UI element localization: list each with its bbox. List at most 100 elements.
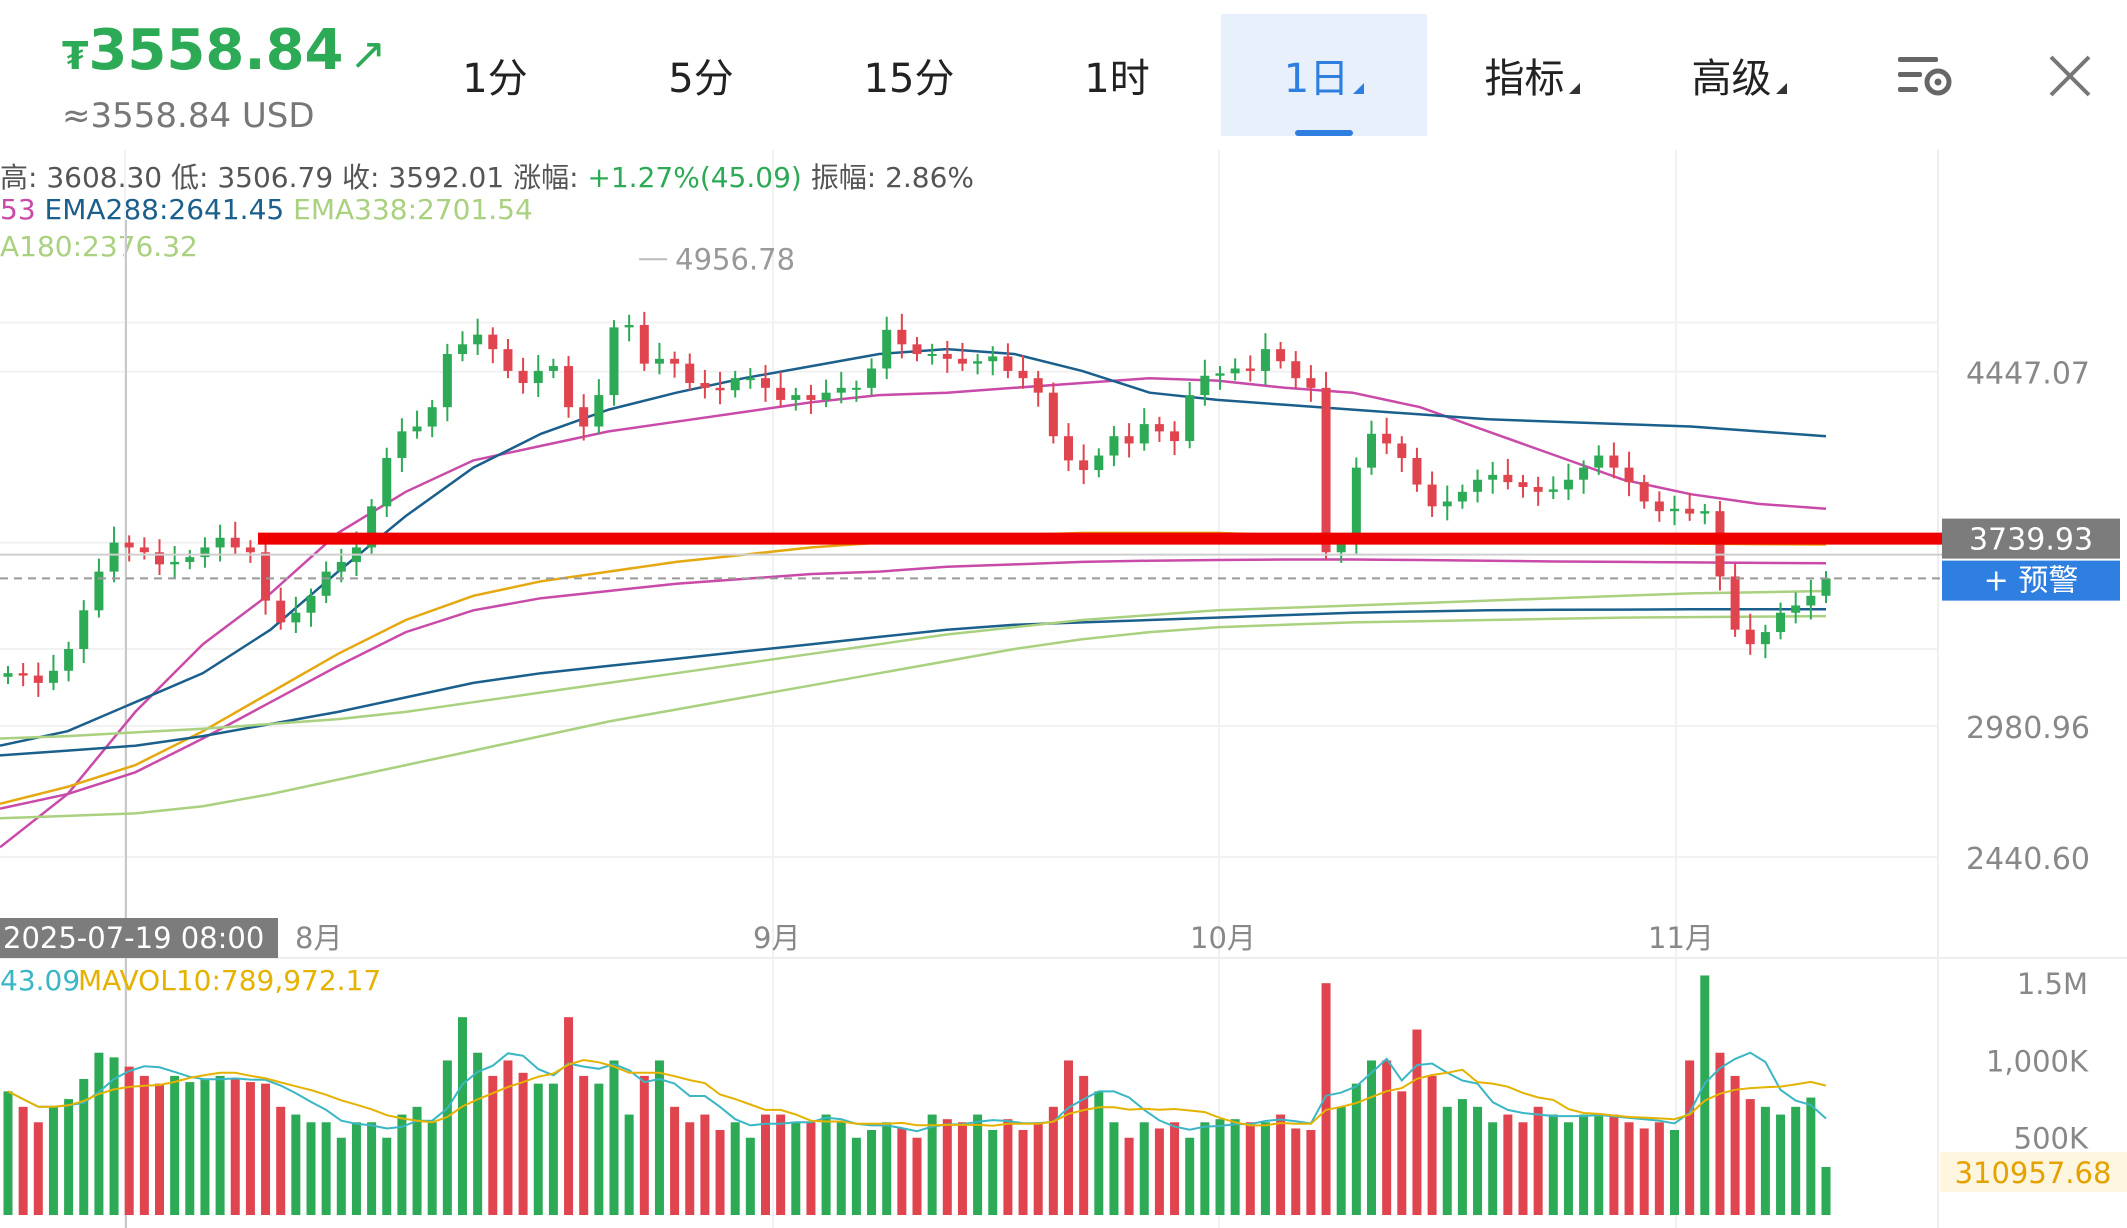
volume-bar bbox=[579, 1075, 589, 1215]
candle-body bbox=[1306, 378, 1316, 388]
volume-bar bbox=[761, 1114, 770, 1215]
candle-body bbox=[1215, 373, 1225, 376]
candle-body bbox=[124, 542, 134, 548]
candle-body bbox=[761, 378, 770, 388]
close-button[interactable] bbox=[2034, 40, 2106, 112]
tab-1day[interactable]: 1日 bbox=[1221, 14, 1427, 136]
ema288-value: EMA288:2641.45 bbox=[44, 193, 285, 226]
volume-bar bbox=[1579, 1114, 1589, 1215]
volume-bar bbox=[488, 1075, 498, 1215]
volume-bar bbox=[473, 1052, 483, 1215]
volume-bar bbox=[170, 1075, 180, 1215]
candle-body bbox=[488, 334, 498, 350]
candle-body bbox=[988, 356, 998, 362]
ohlc-values: 高: 3608.30 低: 3506.79 收: 3592.01 涨幅: bbox=[0, 161, 579, 194]
date-tick-label: 10月 bbox=[1190, 921, 1256, 955]
volume-bar bbox=[897, 1128, 907, 1215]
candle-body bbox=[579, 407, 589, 427]
active-tab-indicator bbox=[1295, 130, 1353, 136]
ema338-value: EMA338:2701.54 bbox=[293, 193, 533, 226]
tab-label: 15分 bbox=[863, 56, 955, 102]
candle-body bbox=[1124, 436, 1134, 444]
alert-button-label[interactable]: + 预警 bbox=[1984, 564, 2079, 599]
candle-body bbox=[594, 395, 604, 427]
volume-bar bbox=[321, 1122, 331, 1215]
volume-bar bbox=[427, 1122, 437, 1215]
volume-tick-label: 500K bbox=[2014, 1122, 2089, 1156]
candle-body bbox=[1048, 392, 1058, 437]
tab-1min[interactable]: 1分 bbox=[392, 14, 598, 136]
volume-bar bbox=[1154, 1128, 1164, 1215]
volume-bar bbox=[139, 1075, 149, 1215]
candle-body bbox=[776, 387, 786, 400]
candle-body bbox=[1760, 632, 1770, 645]
candle-body bbox=[382, 457, 392, 507]
tab-label: 1时 bbox=[1084, 56, 1150, 102]
volume-bar bbox=[1382, 1060, 1392, 1215]
volume-bar bbox=[3, 1091, 13, 1215]
candle-body bbox=[882, 329, 892, 369]
candle-body bbox=[276, 600, 286, 623]
volume-bar bbox=[291, 1114, 301, 1215]
candle-body bbox=[821, 392, 831, 400]
date-tick-label: 11月 bbox=[1648, 921, 1714, 955]
candle-body bbox=[1230, 368, 1240, 374]
volume-tick-label: 1,000K bbox=[1986, 1044, 2089, 1078]
tab-1hour[interactable]: 1时 bbox=[1014, 14, 1220, 136]
candle-body bbox=[1473, 479, 1483, 492]
volume-bar bbox=[397, 1114, 407, 1215]
alert-button[interactable] bbox=[1942, 560, 2120, 601]
tab-advanced[interactable]: 高级 bbox=[1636, 14, 1842, 136]
volume-bar bbox=[654, 1060, 664, 1215]
volume-bar bbox=[1745, 1099, 1755, 1215]
candle-body bbox=[1276, 349, 1286, 362]
chart-settings-button[interactable] bbox=[1890, 40, 1962, 112]
chart-overlay: 4447.07 2980.96 2440.60 3739.93 + 预警 4956.78 8… bbox=[0, 242, 2127, 1192]
volume-bar bbox=[1776, 1114, 1786, 1215]
candle-body bbox=[609, 327, 619, 396]
candle-body bbox=[654, 358, 664, 364]
candle-body bbox=[412, 426, 422, 432]
candle-body bbox=[518, 370, 528, 383]
volume-bar bbox=[685, 1122, 695, 1215]
ema-line bbox=[0, 376, 1827, 849]
volume-bar bbox=[382, 1137, 392, 1215]
volume-bar bbox=[1821, 1166, 1831, 1215]
tab-5min[interactable]: 5分 bbox=[598, 14, 804, 136]
volume-bar bbox=[48, 1106, 58, 1215]
tab-15min[interactable]: 15分 bbox=[806, 14, 1012, 136]
volume-bar bbox=[1185, 1137, 1195, 1215]
volume-bar bbox=[1139, 1122, 1149, 1215]
candle-body bbox=[109, 542, 119, 572]
volume-bar bbox=[1563, 1122, 1573, 1215]
header-bar bbox=[0, 0, 2127, 150]
moving-average-lines bbox=[0, 347, 1827, 849]
tab-indicators[interactable]: 指标 bbox=[1429, 14, 1635, 136]
volume-bar bbox=[1306, 1130, 1316, 1215]
volume-bar bbox=[730, 1122, 740, 1215]
price-tag bbox=[1942, 518, 2120, 559]
volume-bar bbox=[155, 1083, 164, 1215]
candle-body bbox=[806, 395, 816, 400]
volume-bar bbox=[957, 1122, 967, 1215]
volume-bar bbox=[64, 1099, 74, 1215]
volume-bar bbox=[1518, 1122, 1528, 1215]
price-value: 3558.84 bbox=[88, 18, 344, 83]
candle-body bbox=[18, 673, 28, 676]
volume-bar bbox=[1700, 975, 1710, 1215]
volume-bar bbox=[1473, 1106, 1483, 1215]
volume-bar bbox=[261, 1083, 271, 1215]
volume-bar bbox=[594, 1083, 604, 1215]
candle-body bbox=[1245, 368, 1255, 371]
volume-bar bbox=[988, 1130, 998, 1215]
volume-bar bbox=[18, 1106, 28, 1215]
candle-body bbox=[548, 366, 558, 371]
volume-bar bbox=[1018, 1130, 1028, 1215]
candle-body bbox=[245, 547, 255, 553]
volume-bar bbox=[1048, 1106, 1058, 1215]
candle-body bbox=[1548, 489, 1558, 492]
candle-body bbox=[503, 349, 513, 371]
candle-body bbox=[685, 363, 695, 383]
candle-body bbox=[367, 506, 377, 548]
